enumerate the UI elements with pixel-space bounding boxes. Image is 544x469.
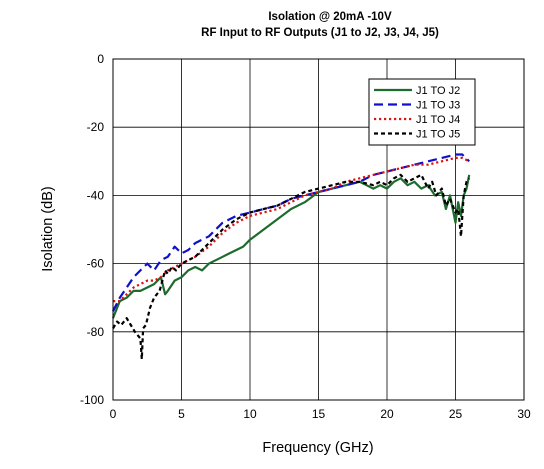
x-tick-label: 5 [178,407,185,421]
legend: J1 TO J2 J1 TO J3 J1 TO J4 J1 TO J5 [368,78,476,146]
chart-title: Isolation @ 20mA -10V [268,11,392,23]
series-line-3 [113,156,470,303]
x-tick-label: 20 [380,407,394,421]
y-tick-label: 0 [97,52,104,66]
x-tick-label: 0 [110,407,117,421]
legend-entry-1: J1 TO J2 [416,85,460,97]
y-axis-label: Isolation (dB) [40,186,56,271]
y-tick-label: -100 [80,393,104,407]
y-tick-label: -60 [87,257,105,271]
x-tick-label: 30 [517,407,531,421]
series-line-1 [111,174,471,319]
y-tick-label: -40 [87,188,105,202]
x-tick-label: 10 [243,407,257,421]
x-tick-label: 25 [449,407,463,421]
tick-labels: 0 5 10 15 20 25 30 0 -20 -40 -60 -80 -100 [80,52,531,421]
legend-entry-2: J1 TO J3 [416,100,460,112]
legend-entry-4: J1 TO J5 [416,129,460,141]
series-lines [111,153,471,361]
x-tick-label: 15 [312,407,326,421]
legend-entry-3: J1 TO J4 [416,114,460,126]
series-line-2 [112,153,470,312]
x-axis-label: Frequency (GHz) [262,440,373,456]
plot-frame [112,58,525,401]
y-tick-label: -20 [87,120,105,134]
series-line-4 [112,173,471,361]
y-tick-label: -80 [87,325,105,339]
chart-subtitle: RF Input to RF Outputs (J1 to J2, J3, J4… [201,27,439,39]
